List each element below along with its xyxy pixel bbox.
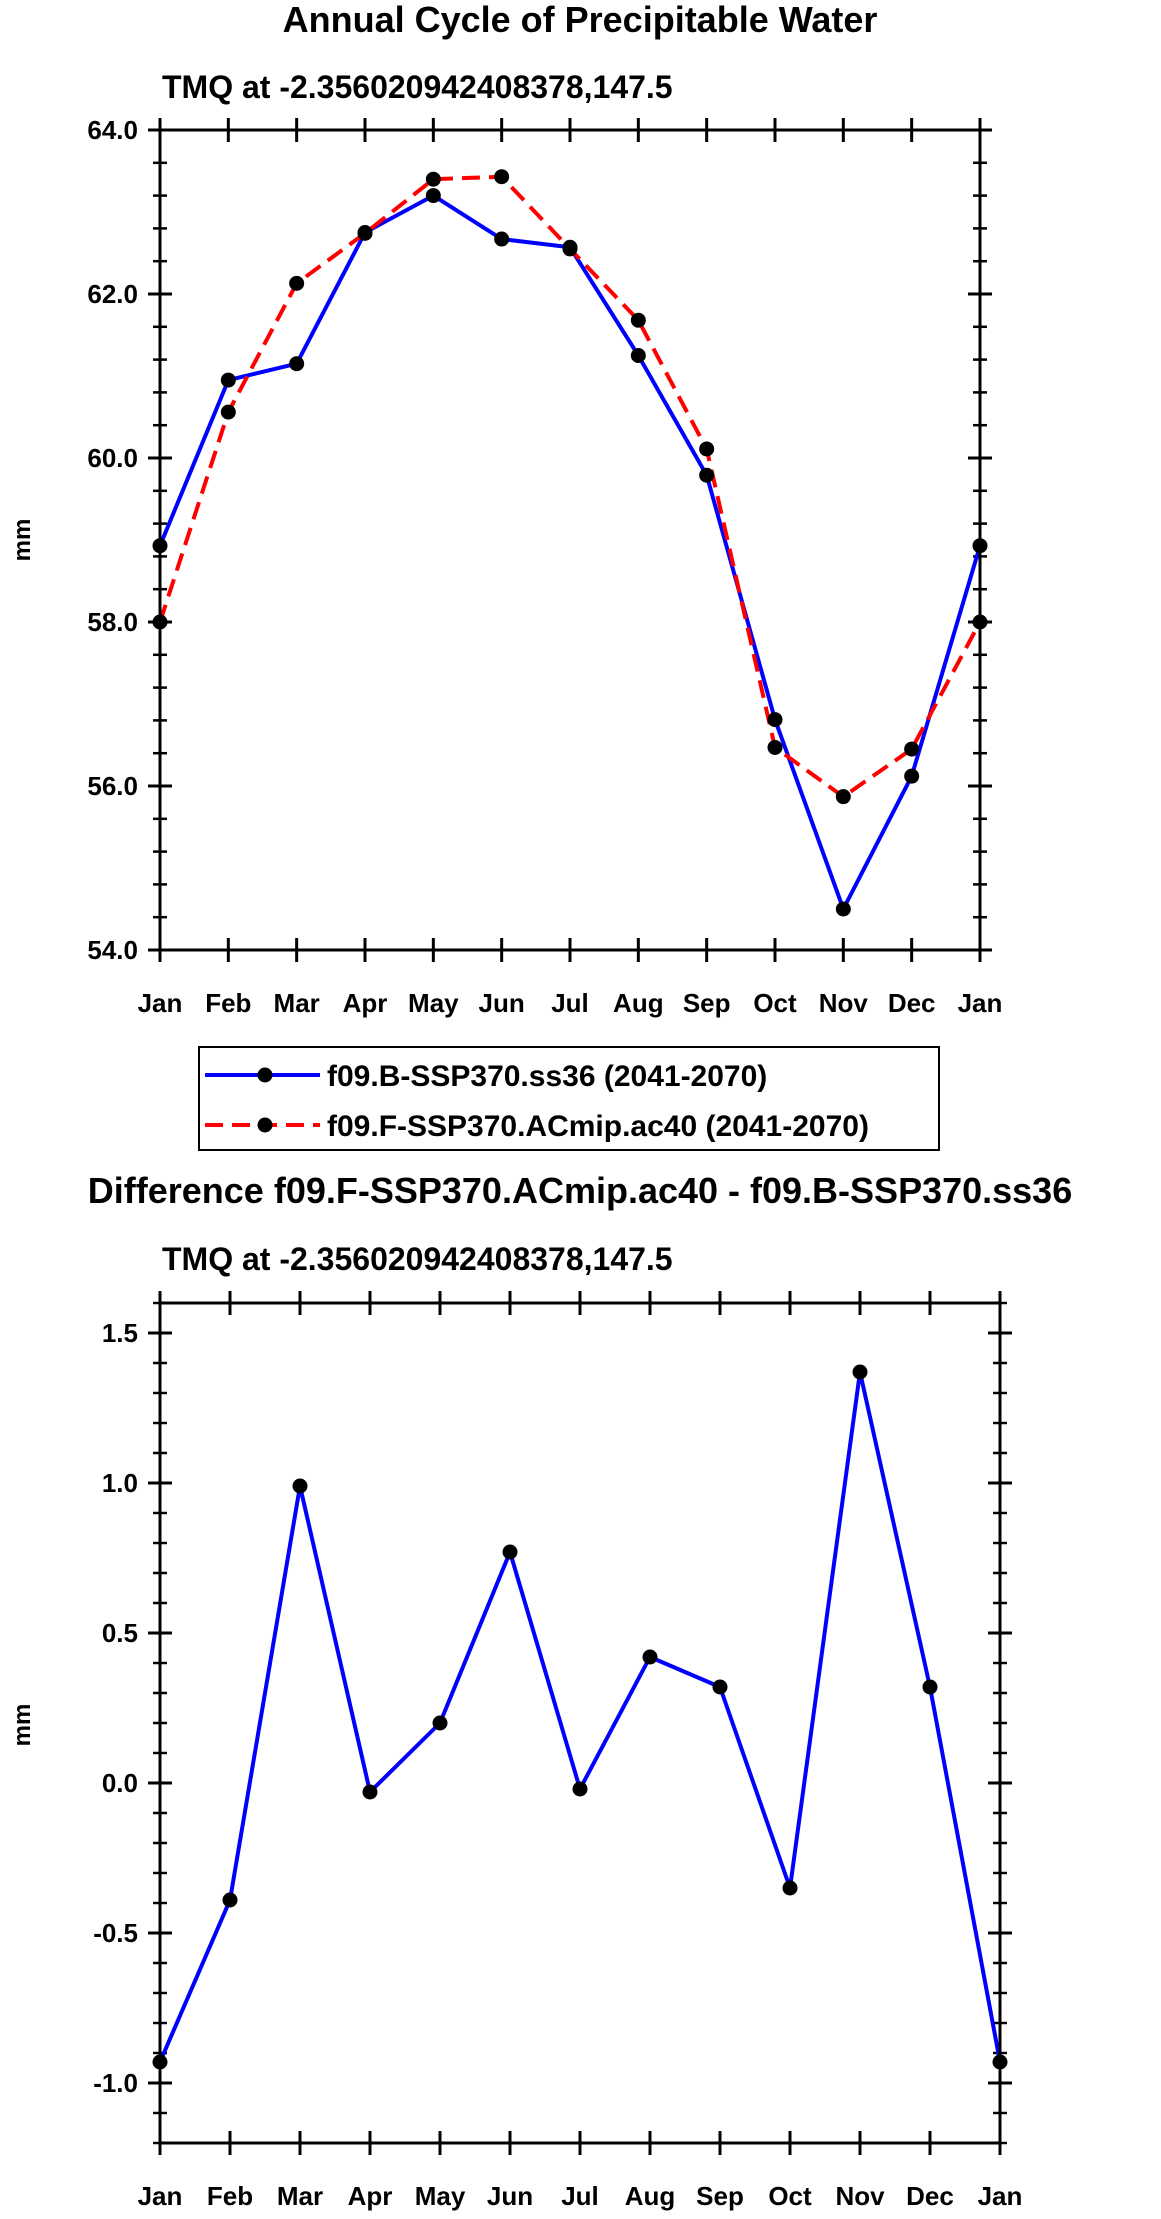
- x-tick-label: Jul: [551, 988, 589, 1018]
- y-tick-label: 64.0: [87, 115, 138, 145]
- data-point-series-0: [362, 1784, 378, 1800]
- data-point-series-1: [494, 169, 510, 185]
- x-tick-label: Feb: [207, 2181, 253, 2211]
- data-point-series-1: [562, 241, 578, 257]
- plot-frame: [158, 128, 982, 952]
- data-point-series-0: [292, 1478, 308, 1494]
- y-tick-label: -1.0: [93, 2068, 138, 2098]
- x-tick-label: May: [408, 988, 459, 1018]
- data-point-series-0: [502, 1544, 518, 1560]
- legend-marker-series-1: [257, 1117, 273, 1133]
- x-tick-label: Jan: [138, 2181, 183, 2211]
- x-tick-label: Mar: [274, 988, 320, 1018]
- y-tick-label: 58.0: [87, 607, 138, 637]
- axis-ticks: [148, 1291, 1012, 2155]
- data-point-series-0: [222, 1892, 238, 1908]
- x-tick-label: Dec: [906, 2181, 954, 2211]
- data-point-series-1: [767, 739, 783, 755]
- x-tick-label: Nov: [835, 2181, 885, 2211]
- y-axis-label: mm: [9, 519, 36, 562]
- data-point-series-0: [767, 712, 783, 728]
- x-tick-label: Jun: [487, 2181, 533, 2211]
- legend-marker-series-0: [257, 1067, 273, 1083]
- data-point-series-1: [357, 225, 373, 241]
- data-point-series-0: [289, 356, 305, 372]
- data-point-series-0: [852, 1364, 868, 1380]
- x-tick-label: Jun: [479, 988, 525, 1018]
- chart-subtitle: TMQ at -2.356020942408378,147.5: [162, 1241, 673, 1277]
- x-tick-label: Aug: [613, 988, 664, 1018]
- legend-label-series-1: f09.F-SSP370.ACmip.ac40 (2041-2070): [327, 1110, 869, 1143]
- panel-difference: Difference f09.F-SSP370.ACmip.ac40 - f09…: [9, 1170, 1072, 2211]
- x-tick-label: Apr: [348, 2181, 393, 2211]
- y-tick-label: 62.0: [87, 279, 138, 309]
- data-point-series-1: [904, 741, 920, 757]
- x-tick-label: Oct: [768, 2181, 812, 2211]
- data-point-series-0: [425, 188, 441, 204]
- data-point-series-0: [432, 1715, 448, 1731]
- data-point-series-0: [782, 1880, 798, 1896]
- x-tick-label: May: [415, 2181, 466, 2211]
- chart-title: Difference f09.F-SSP370.ACmip.ac40 - f09…: [88, 1170, 1072, 1211]
- data-point-series-1: [699, 441, 715, 457]
- data-point-series-0: [904, 768, 920, 784]
- x-tick-label: Aug: [625, 2181, 676, 2211]
- legend: f09.B-SSP370.ss36 (2041-2070) f09.F-SSP3…: [198, 1046, 940, 1151]
- x-tick-label: Oct: [753, 988, 797, 1018]
- y-tick-label: 60.0: [87, 443, 138, 473]
- x-tick-label: Feb: [205, 988, 251, 1018]
- data-point-series-0: [220, 372, 236, 388]
- data-point-series-0: [572, 1781, 588, 1797]
- y-tick-label: 0.5: [102, 1618, 138, 1648]
- x-tick-labels: Jan Feb Mar Apr May Jun Jul Aug Sep Oct Nov Dec Jan: [138, 988, 1003, 1018]
- legend-label-series-0: f09.B-SSP370.ss36 (2041-2070): [327, 1060, 767, 1093]
- data-point-series-0: [699, 467, 715, 483]
- y-tick-label: -0.5: [93, 1918, 138, 1948]
- series-line-0: [158, 1370, 1002, 2063]
- data-point-series-1: [425, 171, 441, 187]
- series-line-1: [158, 174, 982, 799]
- x-tick-label: Jan: [958, 988, 1003, 1018]
- x-tick-label: Mar: [277, 2181, 323, 2211]
- x-tick-label: Sep: [696, 2181, 744, 2211]
- x-tick-label: Jan: [978, 2181, 1023, 2211]
- data-point-series-0: [712, 1679, 728, 1695]
- data-point-series-0: [835, 901, 851, 917]
- data-point-series-1: [835, 789, 851, 805]
- y-tick-labels: -1.0 -0.5 0.0 0.5 1.0 1.5: [93, 1318, 138, 2098]
- chart-subtitle: TMQ at -2.356020942408378,147.5: [162, 69, 673, 105]
- y-tick-label: 1.0: [102, 1468, 138, 1498]
- legend-box: [198, 1046, 940, 1151]
- y-tick-label: 56.0: [87, 771, 138, 801]
- y-tick-labels: 54.0 56.0 58.0 60.0 62.0 64.0: [87, 115, 138, 965]
- x-tick-label: Sep: [683, 988, 731, 1018]
- chart-title: Annual Cycle of Precipitable Water: [283, 0, 878, 40]
- x-tick-label: Dec: [888, 988, 936, 1018]
- data-point-series-0: [494, 231, 510, 247]
- panel-annual-cycle: Annual Cycle of Precipitable Water TMQ a…: [9, 0, 1003, 1151]
- series-layer: [152, 1364, 1008, 2070]
- data-point-series-0: [922, 1679, 938, 1695]
- x-tick-label: Jan: [138, 988, 183, 1018]
- data-point-series-1: [630, 312, 646, 328]
- data-point-series-0: [630, 348, 646, 363]
- data-point-series-1: [220, 404, 236, 420]
- x-tick-labels: Jan Feb Mar Apr May Jun Jul Aug Sep Oct Nov Dec Jan: [138, 2181, 1023, 2211]
- plot-frame: [158, 1301, 1002, 2145]
- data-point-series-0: [642, 1649, 658, 1665]
- series-layer: [152, 169, 988, 917]
- data-point-series-1: [289, 275, 305, 291]
- x-tick-label: Apr: [343, 988, 388, 1018]
- y-axis-label: mm: [9, 1704, 36, 1747]
- y-tick-label: 0.0: [102, 1768, 138, 1798]
- y-tick-label: 1.5: [102, 1318, 138, 1348]
- x-tick-label: Nov: [819, 988, 869, 1018]
- y-tick-label: 54.0: [87, 935, 138, 965]
- x-tick-label: Jul: [561, 2181, 599, 2211]
- series-line-0: [158, 193, 982, 911]
